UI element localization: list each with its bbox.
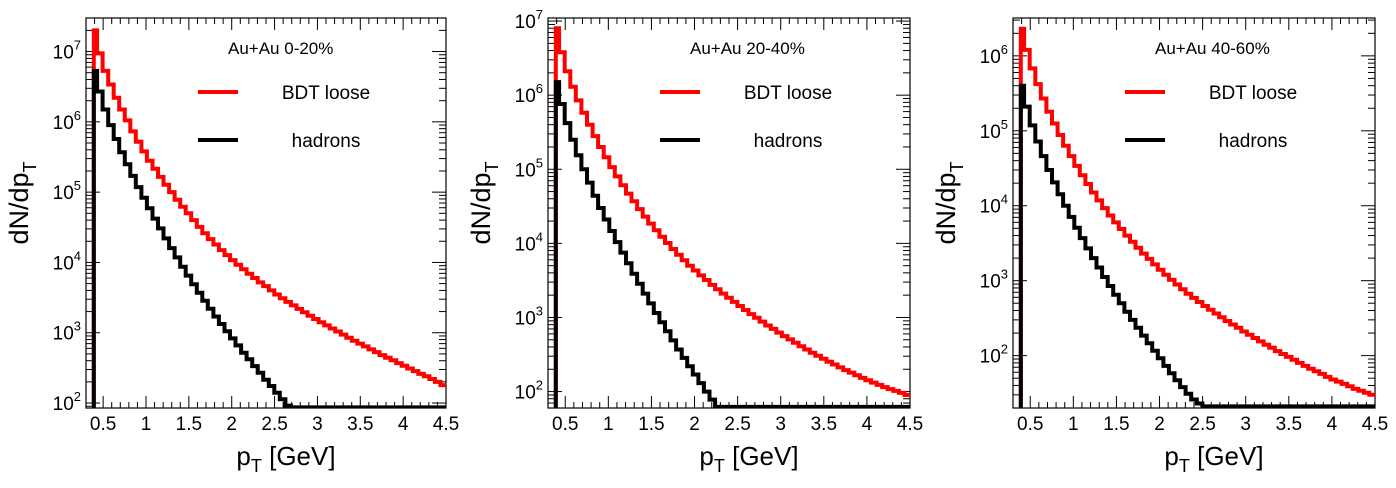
- y-tick-label: 103: [980, 267, 1008, 293]
- y-tick-label: 106: [53, 108, 81, 134]
- legend-label: BDT loose: [1209, 83, 1297, 104]
- x-tick-label: 4.5: [1362, 414, 1388, 435]
- y-axis-title: dN/dpT: [4, 161, 40, 244]
- x-tick-label: 1.5: [1103, 414, 1129, 435]
- x-axis-title: pT [GeV]: [236, 441, 335, 476]
- series-line-bdt-loose: [553, 26, 910, 408]
- chart-panel-1: 0.5 1 1.5 2 2.5 3 3.5 4 4.5 102 103 104 105 106 107 pT …: [4, 17, 459, 476]
- plot-frame: [547, 17, 911, 409]
- x-tick-label: 4.5: [897, 414, 923, 435]
- y-tick-label: 106: [515, 81, 543, 107]
- y-tick-label: 105: [53, 178, 81, 204]
- x-tick-label: 2: [1154, 414, 1165, 435]
- x-tick-label: 3.5: [811, 414, 837, 435]
- x-tick-label: 2.5: [724, 414, 750, 435]
- chart-panel-3: 0.5 1 1.5 2 2.5 3 3.5 4 4.5 102 103 104 105 106 pT [Ge…: [931, 17, 1388, 476]
- y-tick-label: 102: [515, 378, 543, 404]
- series-line-hadrons: [553, 80, 910, 408]
- x-tick-label: 3: [312, 414, 323, 435]
- x-axis-title: pT [GeV]: [699, 441, 798, 476]
- series-line-bdt-loose: [1018, 26, 1375, 408]
- series-line-hadrons: [91, 68, 446, 408]
- legend-label: hadrons: [754, 131, 823, 152]
- x-tick-label: 2: [226, 414, 237, 435]
- legend-label: BDT loose: [282, 83, 370, 104]
- y-tick-label: 102: [980, 342, 1008, 368]
- panel-title: Au+Au 40-60%: [1155, 39, 1270, 58]
- legend-label: hadrons: [292, 131, 361, 152]
- legend-label: hadrons: [1219, 131, 1288, 152]
- x-tick-label: 2.5: [1189, 414, 1215, 435]
- panel-title: Au+Au 0-20%: [228, 39, 333, 58]
- panel-title: Au+Au 20-40%: [690, 39, 805, 58]
- x-tick-label: 2.5: [261, 414, 287, 435]
- y-axis-title: dN/dpT: [466, 161, 502, 244]
- x-tick-label: 3.5: [1276, 414, 1302, 435]
- x-tick-label: 1: [141, 414, 152, 435]
- x-tick-label: 3: [775, 414, 786, 435]
- x-tick-label: 0.5: [90, 414, 116, 435]
- x-tick-label: 0.5: [1017, 414, 1043, 435]
- y-tick-label: 104: [515, 229, 543, 255]
- legend-label: BDT loose: [744, 83, 832, 104]
- y-tick-label: 103: [515, 303, 543, 329]
- x-tick-label: 4.5: [433, 414, 459, 435]
- plot-frame: [85, 17, 447, 409]
- x-tick-label: 1: [1068, 414, 1079, 435]
- y-tick-label: 107: [515, 7, 543, 33]
- y-tick-label: 105: [515, 155, 543, 181]
- x-tick-label: 4: [862, 414, 873, 435]
- y-tick-label: 102: [53, 389, 81, 415]
- x-tick-label: 2: [689, 414, 700, 435]
- x-axis-title: pT [GeV]: [1164, 441, 1263, 476]
- series-line-bdt-loose: [91, 28, 446, 408]
- x-tick-label: 4: [1327, 414, 1338, 435]
- y-axis-title: dN/dpT: [931, 161, 967, 244]
- series-line-hadrons: [1018, 83, 1375, 408]
- y-tick-label: 104: [980, 192, 1008, 218]
- y-tick-label: 106: [980, 42, 1008, 68]
- x-tick-label: 4: [398, 414, 409, 435]
- plot-frame: [1012, 17, 1376, 409]
- x-tick-label: 1: [603, 414, 614, 435]
- chart-panel-2: 0.5 1 1.5 2 2.5 3 3.5 4 4.5 102 103 104 105 106 107 pT …: [466, 7, 923, 476]
- y-tick-label: 105: [980, 117, 1008, 143]
- x-tick-label: 3.5: [347, 414, 373, 435]
- x-tick-label: 1.5: [176, 414, 202, 435]
- y-tick-label: 107: [53, 38, 81, 64]
- x-tick-label: 0.5: [552, 414, 578, 435]
- y-tick-label: 103: [53, 319, 81, 345]
- x-tick-label: 3: [1240, 414, 1251, 435]
- x-tick-label: 1.5: [638, 414, 664, 435]
- y-tick-label: 104: [53, 248, 81, 274]
